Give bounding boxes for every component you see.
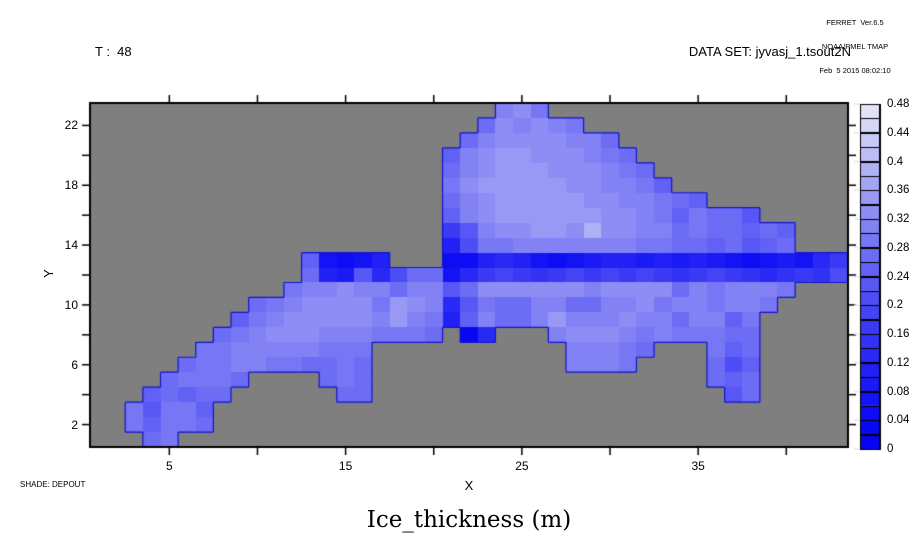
x-tick-label: 5	[165, 459, 173, 473]
colorbar-tick-label: 0	[887, 443, 894, 455]
colorbar-tick-label: 0.36	[887, 184, 910, 197]
ferret-credit: FERRET Ver.6.5 NOAA/PMEL TMAP Feb 5 2015…	[790, 3, 920, 83]
colorbar-tick-label: 0.48	[887, 98, 910, 110]
y-tick-label: 2	[71, 417, 78, 432]
ferret-version: FERRET Ver.6.5	[826, 18, 884, 27]
y-tick-label: 18	[64, 178, 78, 193]
y-tick-label: 22	[64, 118, 78, 133]
x-axis-label: X	[464, 478, 474, 493]
plot-title: Ice_thickness (m)	[366, 507, 572, 533]
colorbar-tick-label: 0.4	[887, 155, 903, 168]
x-tick-label: 25	[515, 459, 529, 473]
colorbar-tick-label: 0.32	[887, 213, 910, 225]
y-tick-label: 6	[71, 357, 78, 372]
colorbar-tick-label: 0.2	[887, 299, 903, 312]
colorbar-tick-label: 0.16	[887, 328, 910, 340]
y-axis-label: Y	[40, 269, 56, 278]
colorbar-tick-label: 0.04	[887, 414, 910, 427]
ferret-org: NOAA/PMEL TMAP	[821, 42, 889, 51]
colorbar-tick-label: 0.44	[887, 126, 910, 139]
colorbar-tick-label: 0.12	[887, 356, 910, 369]
y-tick-label: 10	[64, 297, 78, 312]
y-tick-label: 14	[64, 238, 78, 253]
x-tick-label: 35	[691, 459, 705, 473]
shade-command-label: SHADE: DEPOUT	[20, 480, 86, 489]
colorbar-tick-label: 0.24	[887, 270, 910, 283]
colorbar-tick-label: 0.28	[887, 241, 910, 254]
x-tick-label: 15	[338, 459, 353, 473]
dataset-label: DATA SET: jyvasj_1.tsout2N	[688, 44, 851, 59]
colorbar-tick-label: 0.08	[887, 385, 910, 398]
time-step-label: T : 48	[95, 44, 132, 59]
ferret-timestamp: Feb 5 2015 08:02:10	[819, 66, 891, 75]
